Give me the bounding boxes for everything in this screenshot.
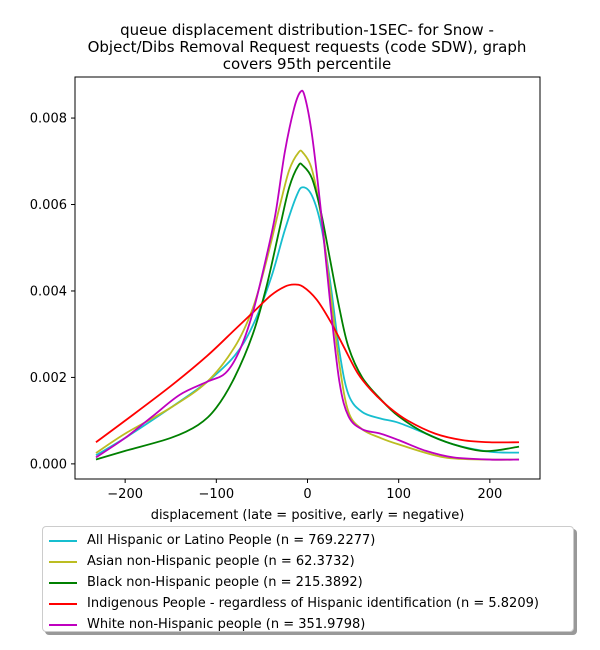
legend-swatch (49, 602, 77, 605)
title-line-2: covers 95th percentile (223, 55, 392, 73)
legend: All Hispanic or Latino People (n = 769.2… (42, 526, 574, 632)
title-line-0: queue displacement distribution-1SEC- fo… (120, 21, 494, 39)
legend-label: White non-Hispanic people (n = 351.9798) (87, 617, 366, 632)
axes-frame (74, 76, 541, 480)
x-tick-label: 200 (477, 487, 502, 502)
series-line-3 (95, 283, 520, 444)
y-tick-label: 0.006 (30, 198, 67, 213)
legend-swatch (49, 539, 77, 542)
series-line-1 (95, 149, 520, 461)
x-axis-label: displacement (late = positive, early = n… (151, 508, 465, 523)
legend-label: All Hispanic or Latino People (n = 769.2… (87, 533, 376, 548)
series-line-0 (95, 186, 520, 457)
title-line-1: Object/Dibs Removal Request requests (co… (88, 38, 527, 56)
legend-swatch (49, 581, 77, 584)
legend-swatch (49, 560, 77, 563)
y-axis-ticks: 0.000 0.002 0.004 0.006 0.008 (30, 112, 75, 472)
y-tick-label: 0.000 (30, 457, 67, 472)
legend-entry: Asian non-Hispanic people (n = 62.3732) (43, 551, 573, 572)
legend-entry: White non-Hispanic people (n = 351.9798) (43, 614, 573, 635)
series-line-4 (95, 89, 520, 461)
x-tick-label: 100 (386, 487, 411, 502)
legend-entry: Indigenous People - regardless of Hispan… (43, 593, 573, 614)
y-tick-label: 0.004 (30, 284, 67, 299)
x-axis-ticks: −200 −100 0 100 200 (107, 479, 502, 502)
legend-swatch (49, 623, 77, 626)
x-tick-label: −100 (198, 487, 234, 502)
legend-entry: All Hispanic or Latino People (n = 769.2… (43, 530, 573, 551)
series-line-2 (95, 162, 520, 461)
x-tick-label: 0 (303, 487, 311, 502)
y-tick-label: 0.008 (30, 112, 67, 127)
x-tick-label: −200 (107, 487, 143, 502)
legend-entry: Black non-Hispanic people (n = 215.3892) (43, 572, 573, 593)
series-lines (95, 89, 520, 461)
legend-label: Indigenous People - regardless of Hispan… (87, 596, 539, 611)
legend-label: Asian non-Hispanic people (n = 62.3732) (87, 554, 355, 569)
y-tick-label: 0.002 (30, 371, 67, 386)
chart-title: queue displacement distribution-1SEC- fo… (88, 21, 527, 73)
legend-label: Black non-Hispanic people (n = 215.3892) (87, 575, 363, 590)
